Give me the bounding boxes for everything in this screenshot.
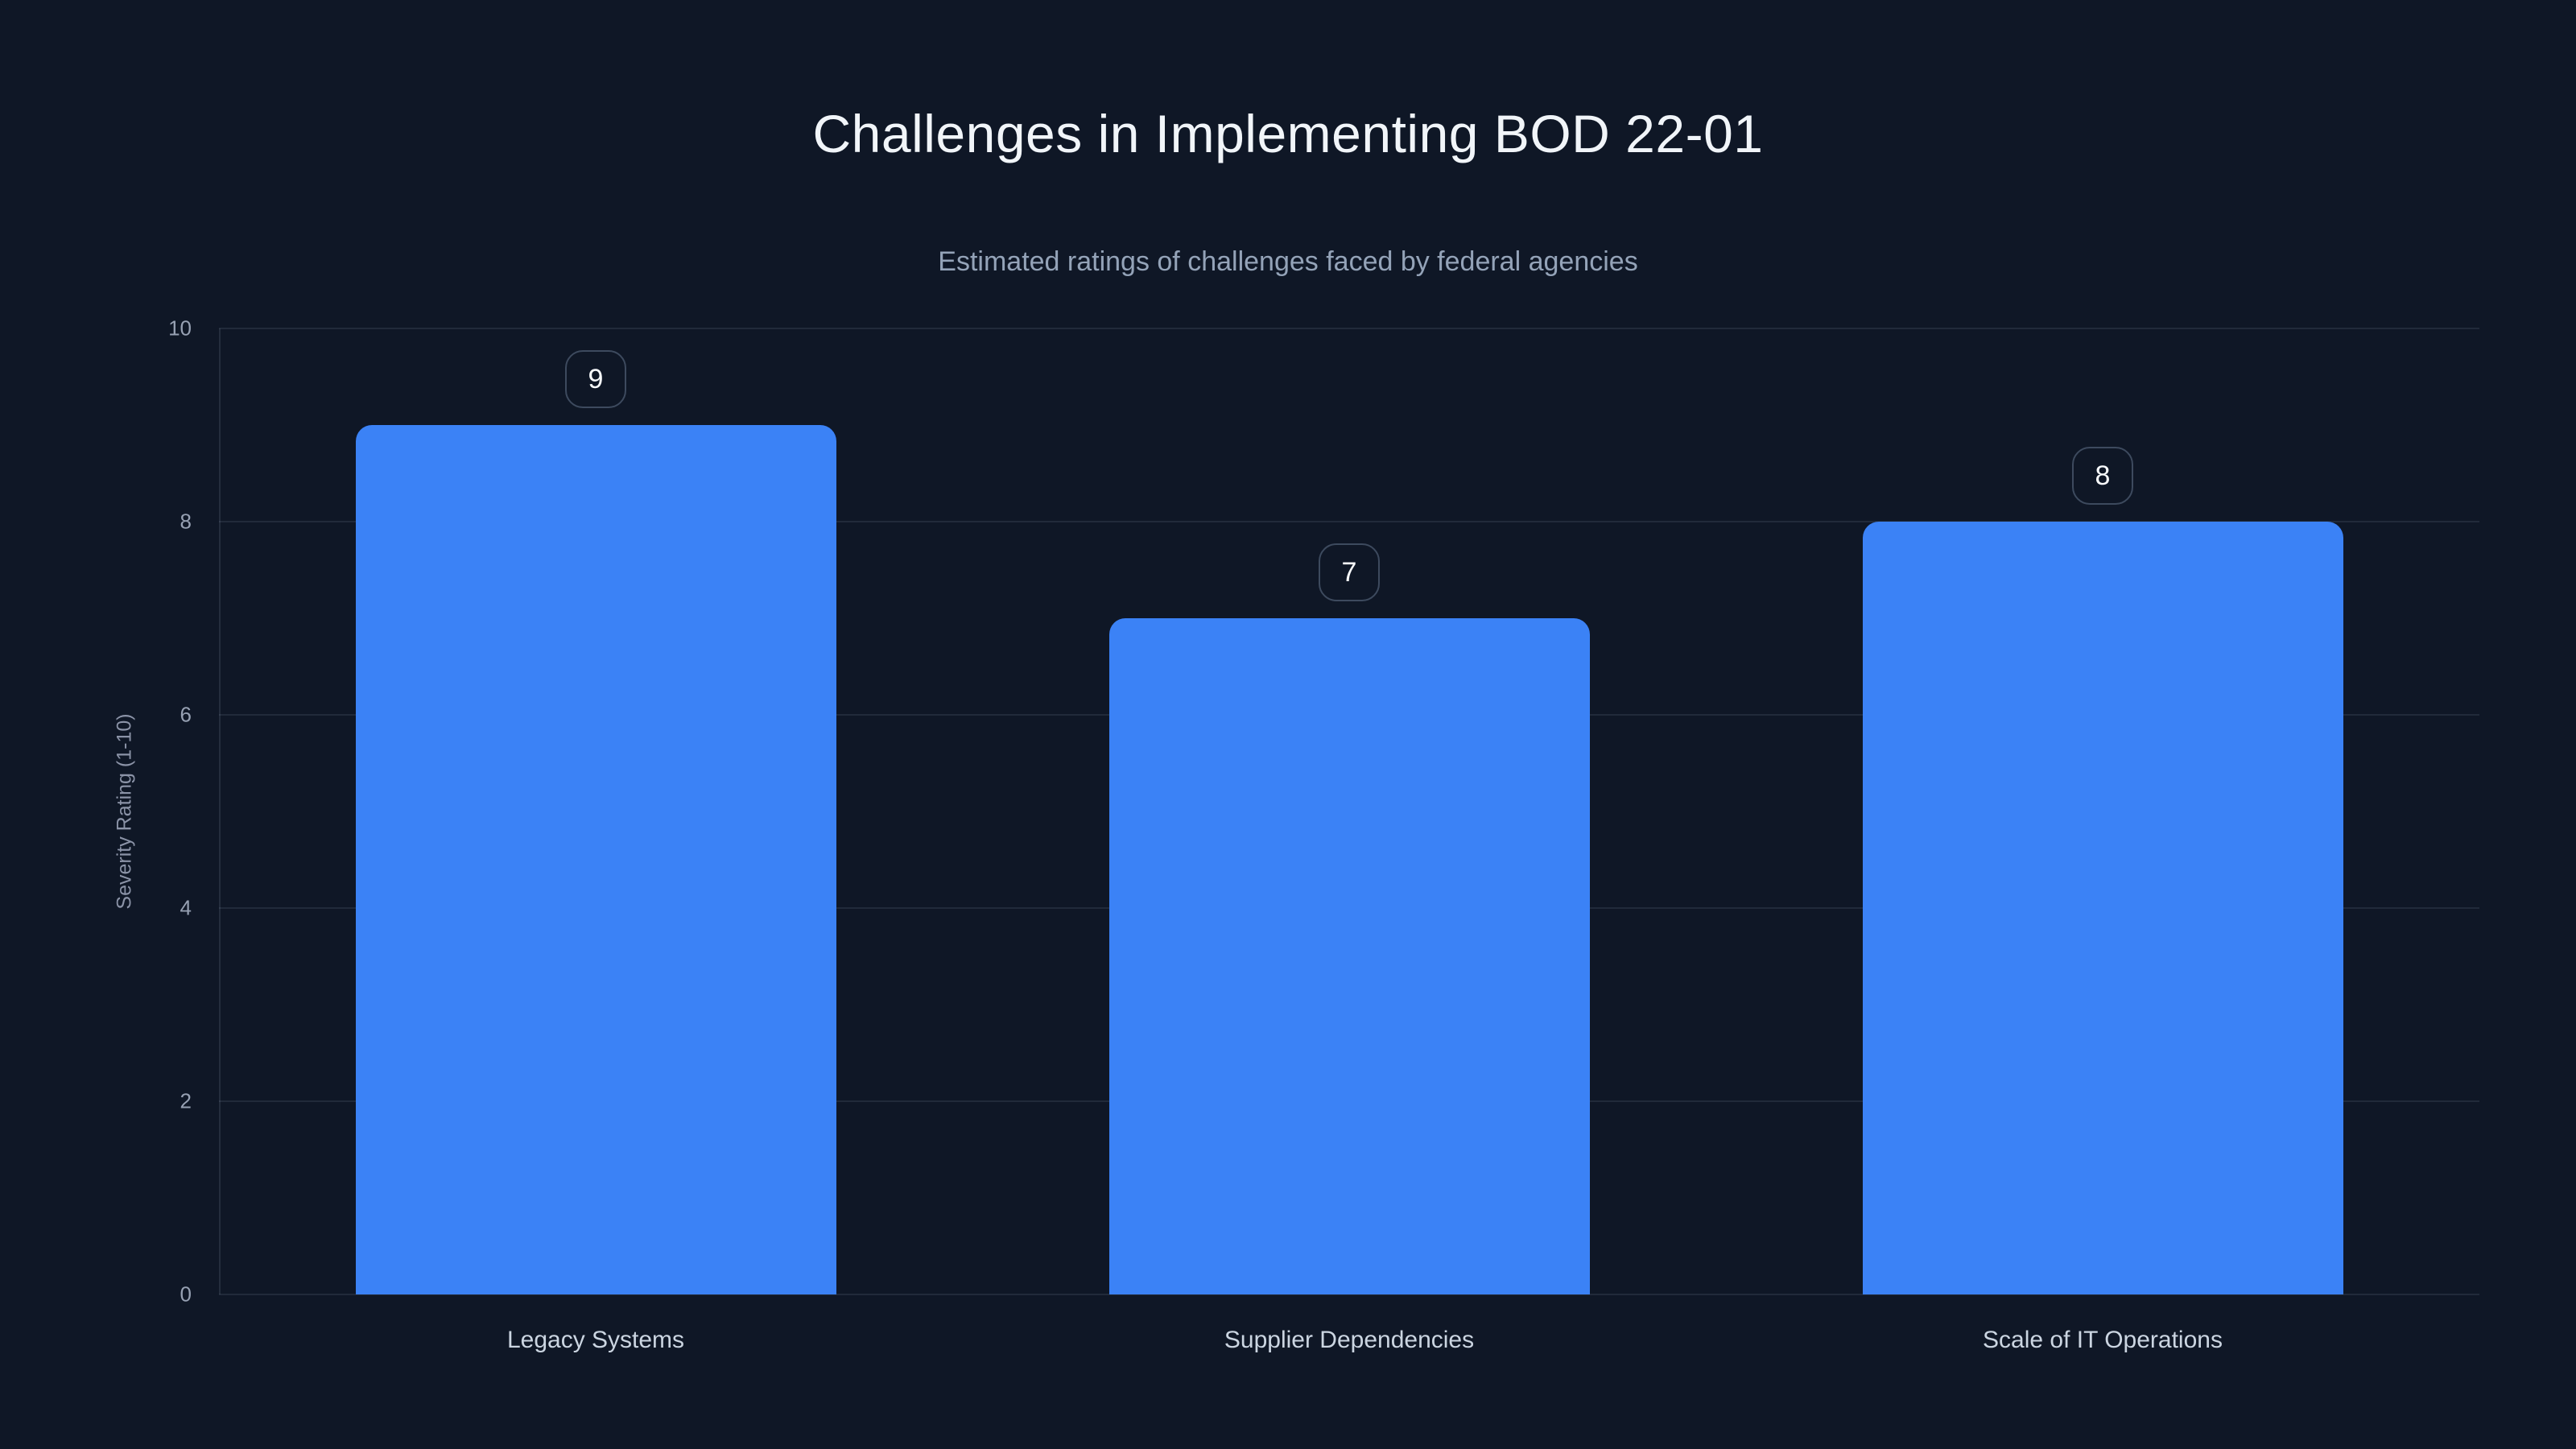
value-badge: 7 <box>1319 543 1380 601</box>
y-axis-line <box>219 328 221 1294</box>
value-badge: 8 <box>2072 447 2133 505</box>
x-category-label: Scale of IT Operations <box>1983 1327 2223 1353</box>
y-tick-label: 2 <box>180 1088 192 1113</box>
x-category-label: Supplier Dependencies <box>1224 1327 1475 1353</box>
plot-area: 0 2 4 6 8 10 9 Legacy Systems 7 Supplier Dependen… <box>168 316 2479 1353</box>
y-tick-label: 0 <box>180 1282 192 1307</box>
bar <box>355 425 836 1294</box>
y-tick-label: 6 <box>180 702 192 727</box>
chart-subtitle: Estimated ratings of challenges faced by… <box>938 246 1638 277</box>
x-category-label: Legacy Systems <box>506 1327 685 1353</box>
y-tick-label: 10 <box>168 316 192 341</box>
gridline <box>219 328 2479 329</box>
bar <box>1108 618 1590 1294</box>
gridline <box>219 1294 2479 1295</box>
y-axis-label: Severity Rating (1-10) <box>113 713 136 910</box>
chart-title: Challenges in Implementing BOD 22-01 <box>812 104 1764 163</box>
bar <box>1862 522 2343 1294</box>
y-tick-label: 4 <box>180 895 192 920</box>
value-badge: 9 <box>565 350 626 408</box>
y-tick-label: 8 <box>180 509 192 534</box>
gridline <box>219 521 2479 522</box>
